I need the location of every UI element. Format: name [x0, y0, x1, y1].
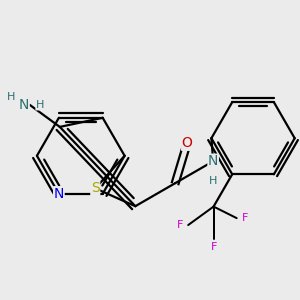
Text: H: H: [36, 100, 44, 110]
Text: N: N: [208, 154, 218, 168]
Text: S: S: [91, 182, 100, 195]
Text: F: F: [177, 220, 183, 230]
Text: O: O: [182, 136, 193, 150]
Text: F: F: [242, 213, 248, 223]
Text: N: N: [19, 98, 29, 112]
Text: F: F: [210, 242, 217, 252]
Text: H: H: [7, 92, 16, 102]
Text: N: N: [54, 187, 64, 201]
Text: H: H: [209, 176, 218, 186]
